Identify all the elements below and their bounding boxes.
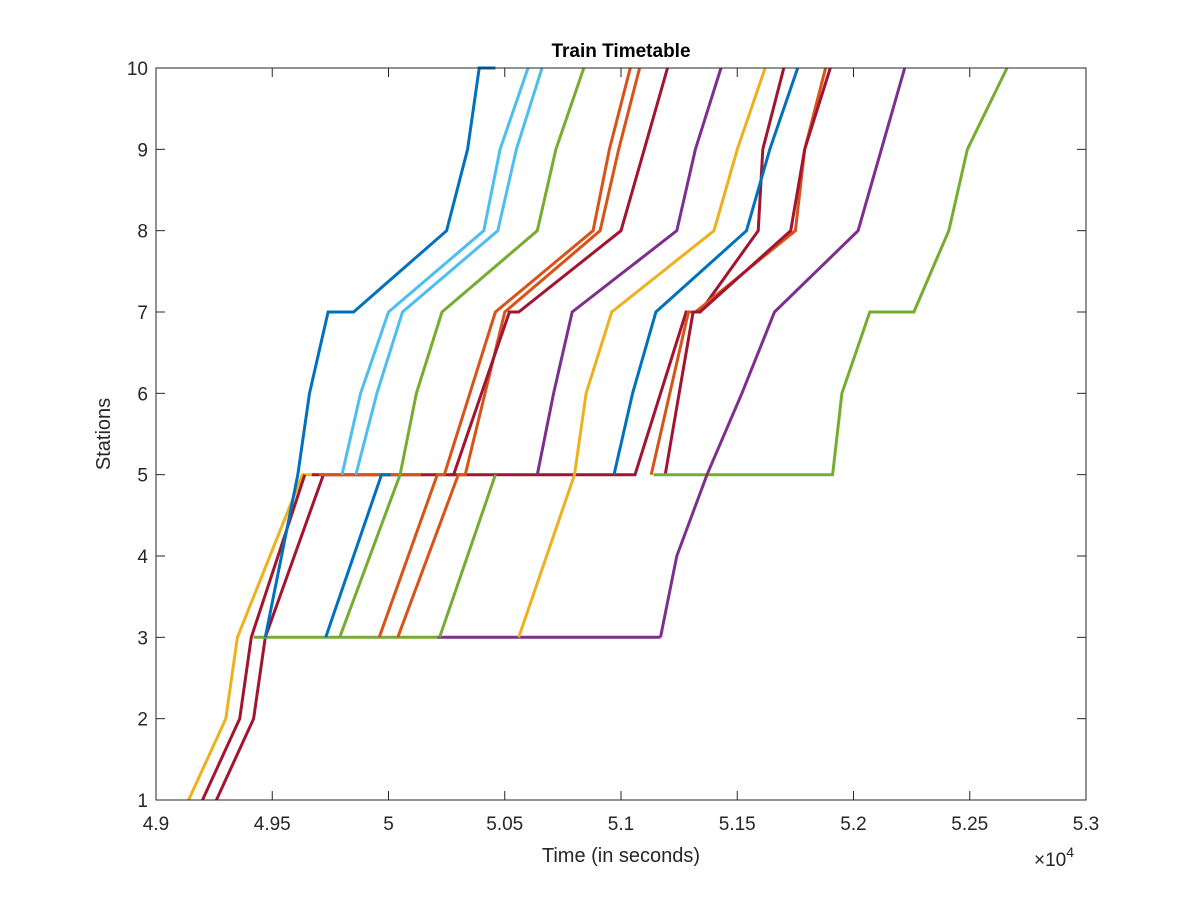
series-line-15 [448, 67, 669, 477]
y-tick-label: 3 [137, 628, 148, 649]
chart-title: Train Timetable [551, 41, 690, 62]
x-tick-label: 5.05 [486, 814, 523, 835]
x-tick-label: 5.3 [1073, 814, 1099, 835]
y-tick-label: 10 [127, 59, 148, 80]
x-axis-exponent-power: 4 [1066, 844, 1074, 860]
series-layer [187, 66, 1009, 801]
series-line-3 [215, 474, 325, 801]
x-tick-label: 5.25 [951, 814, 988, 835]
x-axis-exponent-base: ×10 [1034, 850, 1066, 871]
y-tick-label: 7 [137, 303, 148, 324]
x-axis-ticks: 4.9 4.95 5 5.05 5.1 5.15 5.2 5.25 5.3 [143, 68, 1099, 835]
y-tick-label: 8 [137, 222, 148, 243]
series-line-19 [612, 67, 800, 476]
series-line-17 [535, 67, 723, 475]
x-tick-label: 5.1 [608, 814, 634, 835]
y-tick-label: 4 [137, 547, 148, 568]
series-line-23 [659, 67, 907, 638]
x-tick-label: 4.95 [254, 814, 291, 835]
y-tick-label: 2 [137, 710, 148, 731]
x-tick-label: 4.9 [143, 814, 169, 835]
x-axis-exponent: ×104 [1034, 844, 1074, 871]
series-line-10 [354, 67, 544, 476]
x-tick-label: 5.15 [719, 814, 756, 835]
y-tick-label: 5 [137, 466, 148, 487]
y-axis-label: Stations [93, 398, 115, 470]
plot-area: 4.9 4.95 5 5.05 5.1 5.15 5.2 5.25 5.3 1234567891… [127, 59, 1099, 835]
series-line-12 [338, 67, 586, 638]
series-line-22 [653, 67, 1009, 477]
series-line-11 [324, 473, 391, 638]
y-tick-label: 9 [137, 140, 148, 161]
x-tick-label: 5.2 [840, 814, 866, 835]
series-line-1 [187, 473, 312, 801]
series-line-2 [201, 474, 307, 801]
series-line-16 [438, 474, 497, 638]
x-axis-label: Time (in seconds) [542, 845, 700, 867]
y-tick-label: 1 [137, 791, 148, 812]
series-line-21 [663, 67, 832, 475]
series-line-6 [263, 66, 496, 638]
y-tick-label: 6 [137, 384, 148, 405]
x-tick-label: 5 [383, 814, 394, 835]
axes-background [156, 68, 1086, 800]
series-line-13 [377, 67, 632, 638]
series-line-18 [517, 67, 767, 638]
y-axis-ticks: 1 2 3 4 5 6 7 8 9 10 [127, 59, 1086, 812]
series-line-14 [396, 67, 642, 638]
series-line-9 [340, 67, 530, 476]
